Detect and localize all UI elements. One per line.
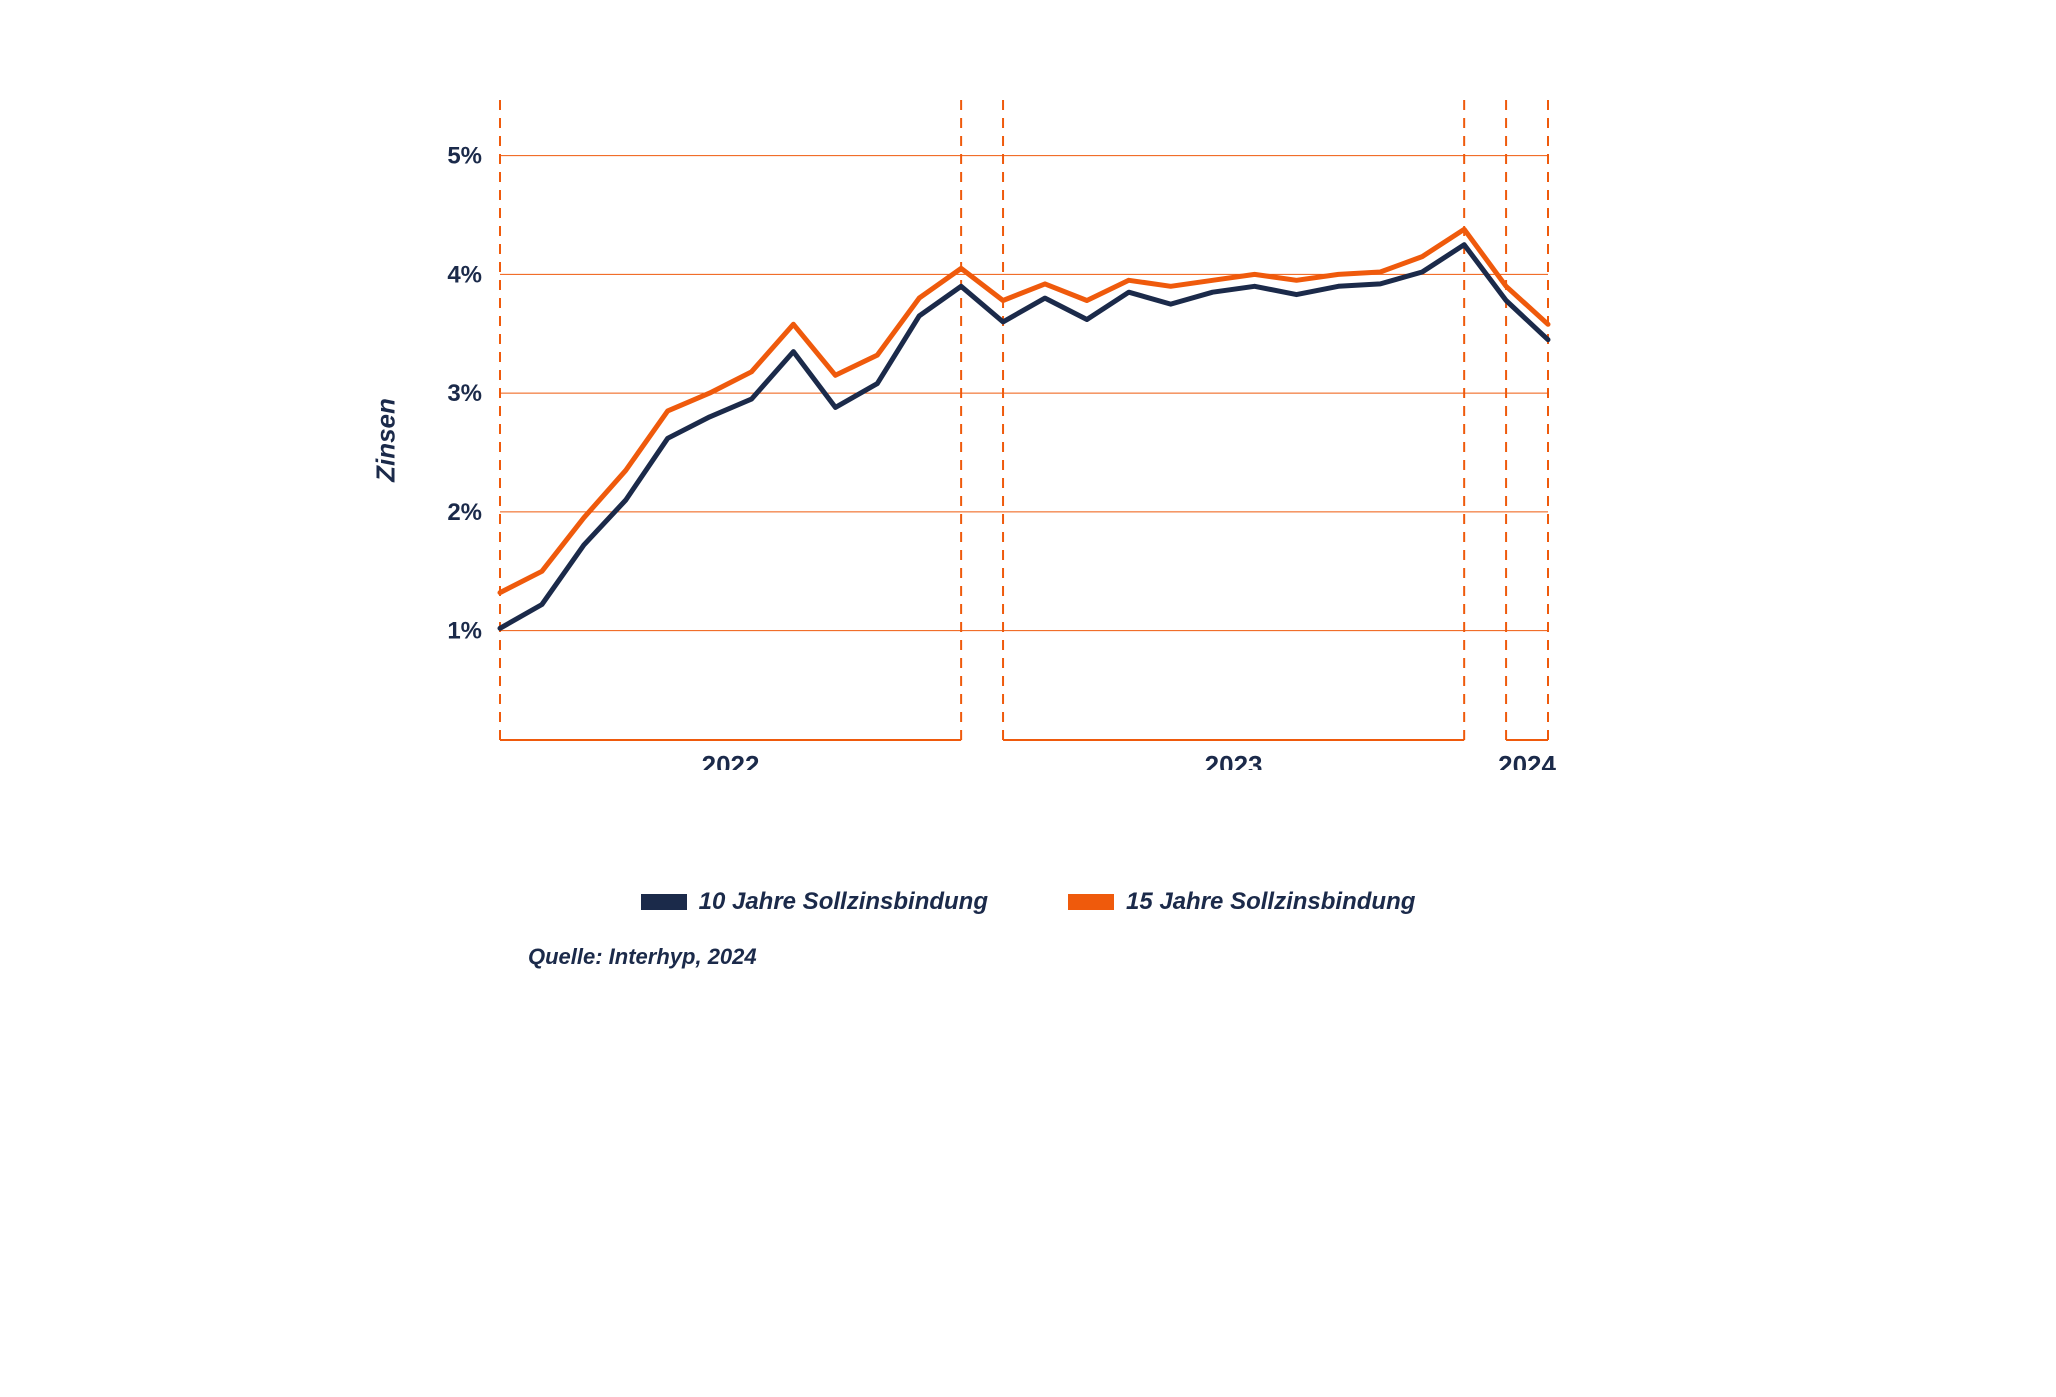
chart-footer: 10 Jahre Sollzinsbindung 15 Jahre Sollzin… <box>368 888 1688 970</box>
series-line <box>500 229 1548 592</box>
x-year-label: 2023 <box>1205 750 1263 770</box>
y-tick-label: 3% <box>447 380 482 407</box>
y-tick-label: 1% <box>447 618 482 645</box>
y-tick-label: 5% <box>447 143 482 170</box>
chart-canvas: 1% 2% 3% 4% 5% 2022 2023 2024 <box>368 0 1688 770</box>
series-line <box>500 245 1548 629</box>
legend-item: 10 Jahre Sollzinsbindung <box>641 888 988 916</box>
legend: 10 Jahre Sollzinsbindung 15 Jahre Sollzin… <box>368 888 1688 916</box>
y-axis-label: Zinsen <box>371 398 402 482</box>
legend-label: 15 Jahre Sollzinsbindung <box>1126 888 1415 916</box>
x-year-label: 2022 <box>702 750 760 770</box>
legend-item: 15 Jahre Sollzinsbindung <box>1068 888 1415 916</box>
legend-swatch <box>641 894 687 910</box>
legend-label: 10 Jahre Sollzinsbindung <box>699 888 988 916</box>
y-tick-label: 4% <box>447 261 482 288</box>
x-year-label: 2024 <box>1498 750 1556 770</box>
legend-swatch <box>1068 894 1114 910</box>
interest-rate-chart: Zinsen 1% 2% 3% 4% 5% 2022 2023 2024 <box>368 0 1688 880</box>
source-text: Quelle: Interhyp, 2024 <box>528 944 1688 970</box>
y-tick-label: 2% <box>447 499 482 526</box>
